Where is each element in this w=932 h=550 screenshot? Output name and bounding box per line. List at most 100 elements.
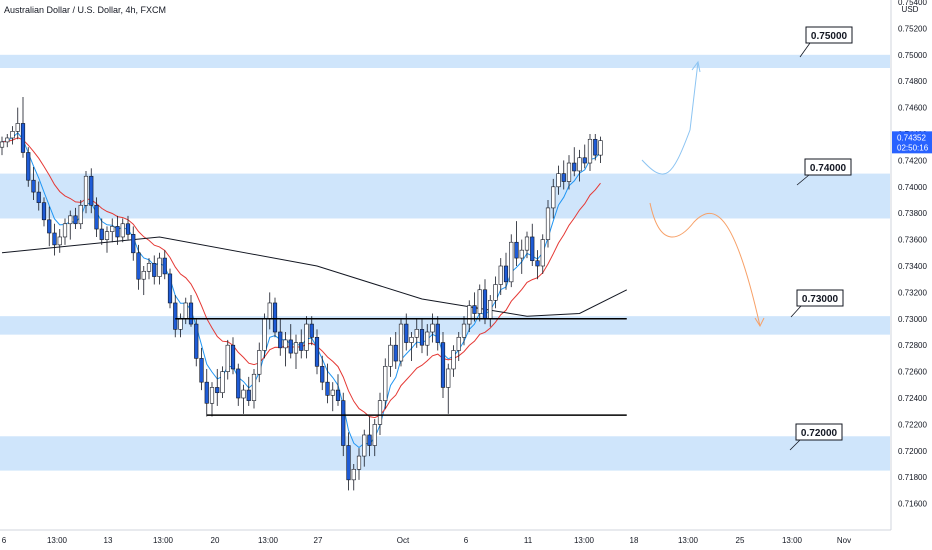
candle-body (99, 228, 104, 240)
candle (377, 392, 383, 435)
candle (15, 107, 20, 140)
candle (283, 332, 288, 367)
candle-body (215, 387, 220, 394)
candle-body (68, 215, 73, 225)
y-tick-label: 0.74000 (898, 183, 927, 192)
candle-body (461, 323, 467, 338)
y-tick-label: 0.72200 (898, 420, 927, 429)
candle (540, 234, 545, 274)
candle-body (398, 323, 404, 362)
candle-body (309, 323, 314, 338)
candle (131, 226, 136, 261)
candle (351, 464, 356, 491)
candle-body (419, 329, 425, 346)
candle-body (141, 270, 146, 280)
candle-body (388, 344, 393, 367)
candle-body (125, 223, 131, 235)
y-tick-label: 0.75400 (898, 0, 927, 7)
candle (209, 382, 215, 417)
candle (551, 178, 556, 219)
candle-body (131, 234, 136, 254)
candle (393, 332, 398, 369)
candle-body (472, 305, 477, 314)
candle-body (209, 387, 215, 404)
candle-body (572, 162, 577, 172)
candle-body (514, 241, 519, 259)
candle-body (598, 140, 603, 156)
candle-body (10, 131, 15, 139)
candle-body (146, 263, 152, 272)
candle (477, 284, 482, 322)
candle (577, 149, 582, 182)
x-tick-label: 6 (464, 536, 469, 545)
candle-body (304, 323, 309, 351)
x-tick-label: 11 (524, 536, 533, 545)
x-tick-label: 13:00 (678, 536, 699, 545)
candle-body (241, 389, 246, 399)
candle (530, 223, 535, 266)
label-box (795, 423, 843, 441)
candle-body (551, 186, 556, 209)
candle-body (482, 289, 488, 320)
candle (293, 334, 299, 369)
x-tick-label: 25 (736, 536, 745, 545)
candle-body (593, 138, 598, 156)
candle-body (556, 173, 561, 188)
candle (52, 223, 57, 256)
x-tick-label: 18 (630, 536, 639, 545)
candle-body (335, 389, 341, 401)
candle (204, 368, 209, 417)
candle-body (545, 207, 551, 240)
candle-body (204, 381, 209, 404)
candle-body (36, 191, 41, 203)
candle-body (162, 257, 167, 275)
candle (372, 419, 377, 457)
candle-body (456, 336, 461, 351)
candle-body (31, 179, 36, 193)
candle-body (89, 175, 94, 206)
candle-body (194, 323, 199, 359)
candle (99, 218, 104, 245)
candle (278, 318, 283, 356)
candle-body (404, 323, 409, 343)
x-tick-label: 13:00 (782, 536, 803, 545)
candle (467, 300, 472, 332)
candle-body (356, 455, 362, 470)
candle-body (493, 284, 498, 301)
candle (545, 200, 551, 248)
candle-body (83, 175, 89, 206)
candle-body (157, 257, 162, 277)
candle-body (409, 336, 414, 343)
candle (115, 215, 120, 245)
forecast-down-arrow (649, 202, 761, 327)
candle (598, 136, 603, 164)
candle-body (73, 215, 78, 225)
candle-body (104, 231, 110, 240)
candle (587, 134, 593, 171)
candle (461, 316, 467, 346)
candle (167, 268, 173, 309)
candle-body (524, 236, 530, 251)
zone-0.72000 (0, 436, 890, 471)
candle (498, 258, 503, 296)
candle (383, 358, 388, 409)
candle (356, 448, 362, 480)
x-tick-label: Nov (837, 536, 851, 545)
candle-body (425, 331, 430, 346)
candle (409, 332, 414, 362)
candle (346, 432, 351, 491)
candle-body (330, 389, 335, 396)
y-tick-label: 0.73400 (898, 262, 927, 271)
candle (320, 355, 325, 391)
candle (68, 210, 73, 240)
label-pointer (789, 439, 801, 451)
candle-body (173, 302, 178, 330)
candle-body (530, 236, 535, 262)
candle (10, 126, 15, 145)
x-tick-label: 6 (2, 536, 7, 545)
candle (5, 134, 10, 148)
candle (524, 231, 530, 259)
candle-body (509, 241, 514, 283)
